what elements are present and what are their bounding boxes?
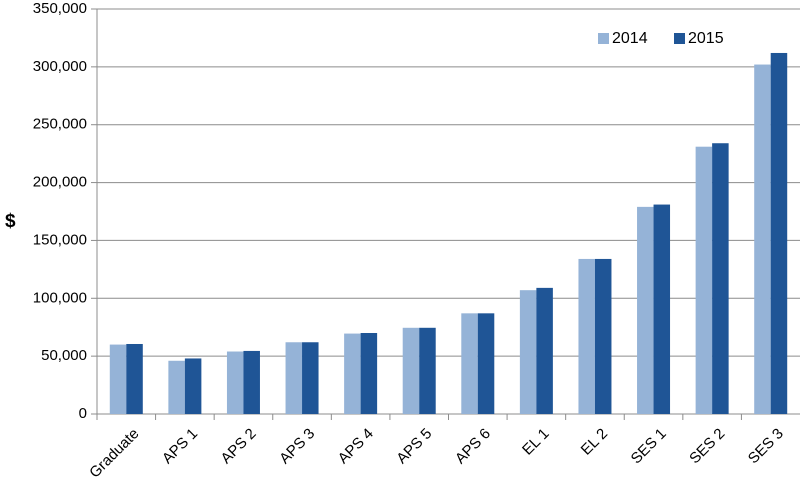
bar-2015-ses-1: [653, 204, 671, 414]
bar-2015-ses-2: [712, 143, 729, 414]
x-tick-label: SES 2: [686, 425, 728, 467]
x-tick-label: EL 1: [519, 425, 552, 458]
bar-2014-el-2: [578, 258, 595, 414]
y-tick-label: 250,000: [33, 116, 87, 133]
bar-2015-aps-6: [477, 313, 495, 414]
x-tick-label: APS 3: [276, 425, 318, 467]
x-tick-label: APS 1: [159, 425, 201, 467]
x-tick-label: Graduate: [86, 425, 142, 481]
bar-2014-ses-3: [754, 64, 771, 415]
y-tick-label: 300,000: [33, 58, 87, 75]
x-tick-label: APS 4: [335, 425, 377, 467]
y-axis-label: $: [5, 211, 16, 232]
bar-2014-ses-2: [695, 146, 713, 414]
bar-2015-ses-3: [770, 52, 788, 414]
bar-2014-aps-6: [461, 313, 478, 414]
bar-2015-aps-3: [302, 342, 319, 414]
bar-2015-aps-2: [243, 350, 260, 414]
bar-2014-aps-2: [226, 351, 244, 414]
bar-2015-graduate: [126, 343, 143, 414]
bars: [109, 52, 788, 415]
bar-2014-graduate: [109, 344, 127, 414]
bar-2014-aps-5: [402, 327, 420, 414]
axes: [91, 8, 800, 420]
bar-2014-el-1: [519, 290, 537, 414]
y-tick-label: 150,000: [33, 231, 87, 248]
y-tick-label: 0: [79, 405, 87, 422]
y-tick-label: 100,000: [33, 289, 87, 306]
legend-swatch-2014: [598, 33, 609, 44]
gridlines: [97, 8, 800, 357]
x-tick-label: APS 5: [393, 425, 435, 467]
x-tick-label: EL 2: [578, 425, 611, 458]
x-tick-label: APS 2: [218, 425, 260, 467]
legend-label-2015: 2015: [688, 30, 724, 47]
bar-2015-el-2: [594, 258, 612, 414]
legend-label-2014: 2014: [612, 30, 648, 47]
bar-2014-aps-3: [285, 342, 303, 414]
x-tick-label: APS 6: [452, 425, 494, 467]
bar-2015-aps-4: [360, 333, 378, 414]
x-tick-label: SES 3: [745, 425, 787, 467]
bar-2014-aps-4: [344, 333, 361, 414]
legend: 2014 2015: [598, 30, 724, 47]
y-tick-label: 350,000: [33, 0, 87, 17]
y-tick-label: 200,000: [33, 174, 87, 191]
legend-swatch-2015: [674, 33, 685, 44]
bar-2015-aps-5: [419, 327, 436, 414]
bar-2015-aps-1: [184, 358, 202, 414]
x-tick-label: SES 1: [628, 425, 670, 467]
bar-2014-aps-1: [168, 360, 185, 414]
bar-2014-ses-1: [637, 206, 654, 414]
y-tick-label: 50,000: [41, 347, 87, 364]
bar-2015-el-1: [536, 287, 553, 414]
